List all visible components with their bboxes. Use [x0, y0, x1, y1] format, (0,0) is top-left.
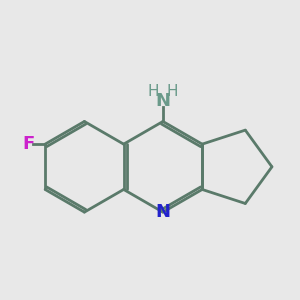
- Text: H: H: [148, 84, 159, 99]
- Text: H: H: [167, 84, 178, 99]
- Text: N: N: [155, 92, 170, 110]
- Text: F: F: [22, 135, 34, 153]
- Text: N: N: [155, 203, 170, 221]
